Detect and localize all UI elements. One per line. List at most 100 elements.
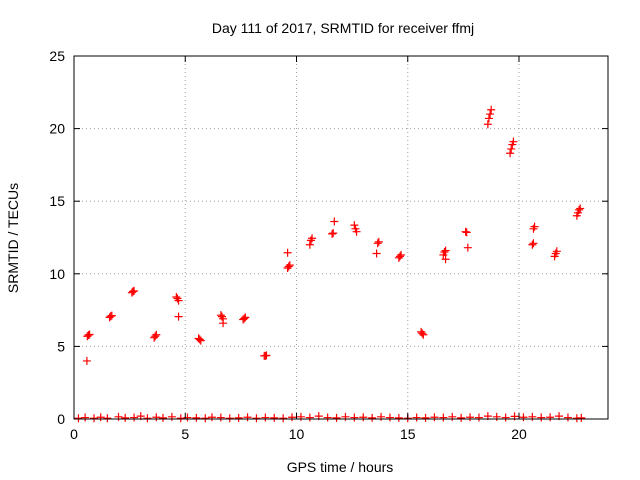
data-point [463,243,472,252]
data-point [308,234,317,243]
data-point [196,336,205,345]
data-point [466,413,475,422]
data-point [114,412,123,421]
data-point [487,105,496,114]
data-point [306,236,315,245]
data-point [240,314,249,323]
data-point [430,413,439,422]
x-tick-label: 5 [181,426,189,442]
data-point [359,413,368,422]
x-axis-label: GPS time / hours [287,459,394,475]
data-point [575,205,584,214]
data-point [563,413,572,422]
data-point [412,413,421,422]
data-point [394,413,403,422]
data-point [328,229,337,238]
data-point [225,414,234,423]
data-point [296,412,305,421]
data-point [167,412,176,421]
data-point [506,149,515,158]
data-point [74,414,83,423]
x-tick-label: 20 [511,426,527,442]
data-point [352,227,361,236]
data-point [195,335,204,344]
data-point [576,204,585,213]
data-point [305,240,314,249]
data-point [130,413,139,422]
data-point [152,413,161,422]
data-point [461,227,470,236]
data-points [74,105,586,423]
data-point [501,413,510,422]
data-point [474,413,483,422]
data-point [457,413,466,422]
data-point [243,413,252,422]
data-point [173,294,182,303]
data-point [284,262,293,271]
data-point [241,313,250,322]
data-point [418,329,427,338]
y-tick-label: 25 [49,48,65,64]
data-point [330,217,339,226]
data-point [130,286,139,295]
data-point [192,413,201,422]
data-point [397,250,406,259]
data-point [82,356,91,365]
data-point [368,413,377,422]
data-point [528,412,537,421]
data-point [107,311,116,320]
data-point [374,237,383,246]
data-point [252,414,261,423]
tick-labels: 0 5 10 15 20 0 5 10 15 20 25 [49,48,527,442]
y-tick-label: 0 [57,411,65,427]
data-point [270,413,279,422]
y-tick-label: 5 [57,338,65,354]
y-tick-label: 10 [49,266,65,282]
data-point [577,413,586,422]
data-point [283,248,292,257]
data-point [484,114,493,123]
data-point [151,332,160,341]
data-point [143,414,152,423]
y-tick-label: 15 [49,193,65,209]
data-point [421,413,430,422]
data-point [483,120,492,129]
data-point [285,261,294,270]
data-point [530,222,539,231]
y-axis-label: SRMTID / TECUs [5,183,21,293]
data-point [350,413,359,422]
data-point [552,247,561,256]
data-point [90,414,99,423]
data-point [329,229,338,238]
data-point [341,412,350,421]
data-point [462,228,471,237]
data-point [537,413,546,422]
data-point [546,413,555,422]
data-point [288,413,297,422]
data-point [439,413,448,422]
data-point [323,413,332,422]
data-point [262,351,271,360]
data-point [441,246,450,255]
data-point [152,330,161,339]
data-point [176,414,185,423]
data-point [395,252,404,261]
data-point [385,413,394,422]
data-point [373,239,382,248]
axis-ticks [73,55,608,420]
data-point [207,413,216,422]
data-point [492,412,501,421]
data-point [529,239,538,248]
data-point [174,296,183,305]
data-point [121,413,130,422]
chart-title: Day 111 of 2017, SRMTID for receiver ffm… [212,20,474,36]
data-point [103,414,112,423]
x-tick-label: 15 [400,426,416,442]
data-point [507,144,516,153]
data-point [217,312,226,321]
data-point [183,413,192,422]
data-point [528,240,537,249]
x-tick-label: 0 [70,426,78,442]
data-point [174,312,183,321]
